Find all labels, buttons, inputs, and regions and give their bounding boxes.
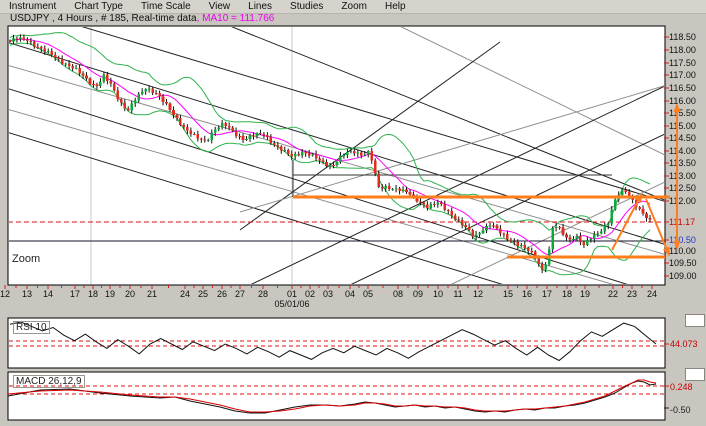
price-axis-label: 110.50	[669, 235, 696, 245]
menu-item-instrument[interactable]: Instrument	[9, 1, 57, 12]
ma10-readout: , MA10 = 111.766	[196, 13, 275, 24]
date-axis-label: 17	[541, 289, 552, 299]
date-axis-label: 13	[21, 289, 32, 299]
month-start-label: 05/01/06	[274, 299, 310, 309]
macd-study-label[interactable]: MACD 26,12,9	[13, 375, 85, 388]
date-axis-label: 10	[432, 289, 443, 299]
menu-item-lines[interactable]: Lines	[248, 1, 273, 12]
price-axis-label: 113.00	[669, 171, 696, 181]
date-axis-label: 15	[502, 289, 513, 299]
date-axis-label: 25	[197, 289, 208, 299]
price-axis-label: 111.17	[669, 217, 696, 227]
price-axis-label: 114.00	[669, 146, 696, 156]
chart-title-text: USDJPY , 4 Hours , # 185, Real-time data	[10, 13, 197, 24]
date-axis-label: 16	[521, 289, 532, 299]
date-axis-label: 20	[124, 289, 135, 299]
menu-item-time-scale[interactable]: Time Scale	[140, 1, 191, 12]
date-axis-label: 04	[344, 289, 355, 299]
date-axis-label: 21	[146, 289, 157, 299]
date-axis-label: 12	[472, 289, 483, 299]
date-axis-label: 14	[42, 289, 53, 299]
macd-value-label: 0.248	[670, 382, 693, 392]
price-axis-label: 118.50	[669, 32, 696, 42]
rsi-value-label: 44.073	[670, 339, 698, 349]
date-axis-label: 05	[362, 289, 373, 299]
price-axis-label: 109.00	[669, 271, 697, 281]
date-axis-label: 18	[561, 289, 572, 299]
date-axis-label: 27	[234, 289, 245, 299]
price-axis-label: 116.50	[669, 83, 696, 93]
date-axis-label: 17	[69, 289, 80, 299]
macd-pane-button[interactable]	[685, 368, 705, 381]
date-axis-label: 26	[216, 289, 227, 299]
zoom-tool-label[interactable]: Zoom	[12, 253, 41, 265]
menu-item-zoom[interactable]: Zoom	[341, 1, 367, 12]
price-axis-label: 112.50	[669, 183, 696, 193]
menu-item-studies[interactable]: Studies	[290, 1, 324, 12]
date-axis-label: 19	[579, 289, 590, 299]
date-axis-label: 22	[607, 289, 618, 299]
menu-item-view[interactable]: View	[208, 1, 231, 12]
date-axis-label: 12	[0, 289, 10, 299]
price-axis-label: 117.00	[669, 70, 696, 80]
date-axis-label: 02	[304, 289, 315, 299]
menu-item-help[interactable]: Help	[384, 1, 406, 12]
price-axis-label: 115.50	[669, 108, 696, 118]
rsi-study-label[interactable]: RSI 10	[13, 321, 50, 334]
date-axis-label: 24	[646, 289, 657, 299]
date-axis-label: 24	[179, 289, 190, 299]
price-axis-label: 109.50	[669, 258, 697, 268]
chart-title: USDJPY , 4 Hours , # 185, Real-time data…	[10, 13, 274, 25]
macd-axis-tick-label: -0.50	[670, 405, 691, 415]
date-axis-label: 23	[626, 289, 637, 299]
date-axis-label: 01	[286, 289, 297, 299]
menu-item-chart-type[interactable]: Chart Type	[74, 1, 123, 12]
price-axis-label: 110.00	[669, 246, 696, 256]
price-axis-label: 116.00	[669, 96, 696, 106]
date-axis-label: 28	[257, 289, 268, 299]
date-axis-label: 09	[412, 289, 423, 299]
date-axis-label: 11	[453, 289, 463, 299]
date-axis-label: 03	[322, 289, 333, 299]
date-axis-label: 19	[104, 289, 115, 299]
price-axis-label: 117.50	[669, 58, 696, 68]
date-axis-label: 18	[87, 289, 98, 299]
rsi-pane-button[interactable]	[685, 314, 705, 327]
price-axis-label: 112.00	[669, 196, 696, 206]
date-axis-label: 08	[392, 289, 403, 299]
price-axis-label: 113.50	[669, 158, 696, 168]
price-axis-label: 118.00	[669, 45, 696, 55]
price-axis-label: 115.00	[669, 121, 696, 131]
menu-bar: Instrument Chart Type Time Scale View Li…	[0, 0, 706, 14]
price-axis-label: 114.50	[669, 133, 696, 143]
